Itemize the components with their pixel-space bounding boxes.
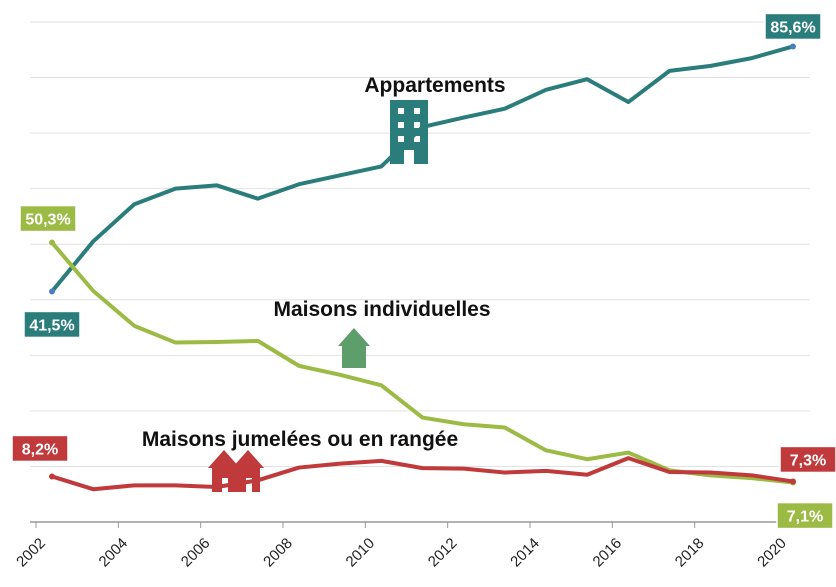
label-box <box>11 434 69 463</box>
x-tick-label: 2018 <box>672 535 708 571</box>
label-box <box>19 204 77 233</box>
x-tick-label: 2012 <box>425 535 461 571</box>
point <box>790 43 796 50</box>
x-tick-label: 2002 <box>13 535 49 571</box>
data-label: 85,6% <box>770 19 815 36</box>
x-tick-label: 2010 <box>343 535 379 571</box>
x-tick-label: 2020 <box>754 535 790 571</box>
x-tick-label: 2008 <box>260 535 296 571</box>
x-tick-label: 2016 <box>590 535 626 571</box>
label-box <box>23 310 81 339</box>
series-line <box>50 44 794 293</box>
plot: 41,5% 85,6% 50,3% 7,1% 8,2% 7,3% <box>11 12 836 530</box>
icons <box>208 100 428 492</box>
x-tick-label: 2014 <box>507 535 543 571</box>
x-tick-label: 2004 <box>96 535 132 571</box>
grid <box>30 21 810 528</box>
label-box <box>764 12 822 41</box>
series-name: Maisons individuelles <box>273 298 490 321</box>
row-house-icon <box>208 450 264 492</box>
label-box <box>776 501 834 530</box>
series-line <box>51 456 794 492</box>
series-name: Appartements <box>364 74 505 97</box>
data-label: 7,1% <box>787 509 823 526</box>
point <box>49 288 55 295</box>
point <box>49 239 55 246</box>
point <box>790 478 796 485</box>
data-label: 41,5% <box>29 317 74 334</box>
point <box>49 473 55 480</box>
data-label: 50,3% <box>25 212 70 229</box>
building-icon <box>390 100 428 164</box>
house-icon <box>338 328 370 368</box>
data-label: 7,3% <box>790 452 826 469</box>
data-label: 8,2% <box>22 441 58 458</box>
series-name: Maisons jumelées ou en rangée <box>142 428 458 451</box>
label-box <box>779 445 836 474</box>
x-tick-label: 2006 <box>178 535 214 571</box>
